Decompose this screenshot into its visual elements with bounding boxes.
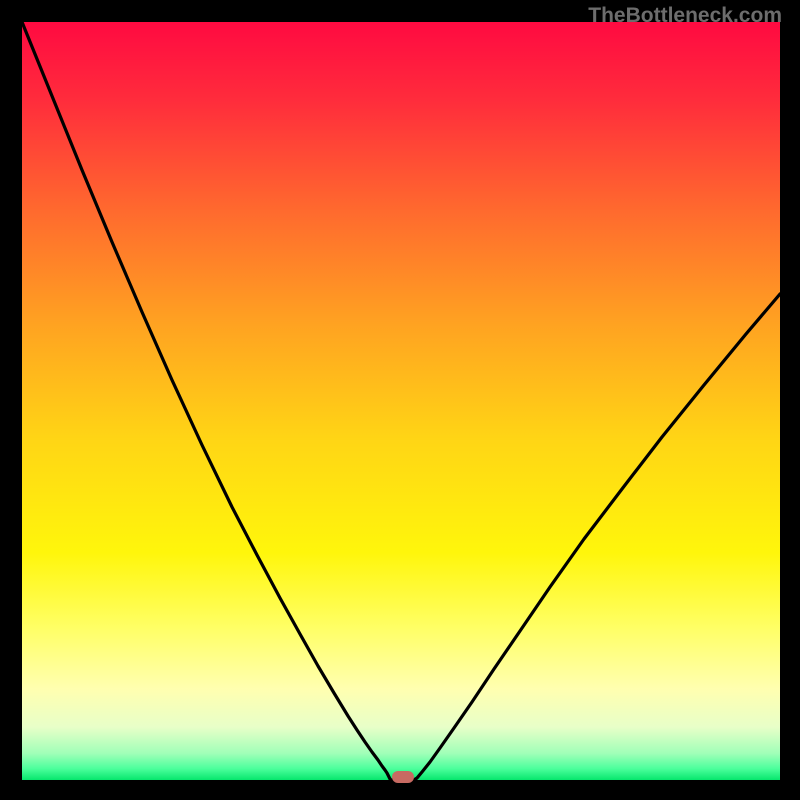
- watermark-text: TheBottleneck.com: [588, 4, 782, 28]
- bottleneck-curve-svg: [22, 22, 780, 780]
- bottleneck-curve: [22, 22, 780, 780]
- plot-area: [22, 22, 780, 780]
- chart-container: TheBottleneck.com: [0, 0, 800, 800]
- optimum-marker: [392, 771, 414, 783]
